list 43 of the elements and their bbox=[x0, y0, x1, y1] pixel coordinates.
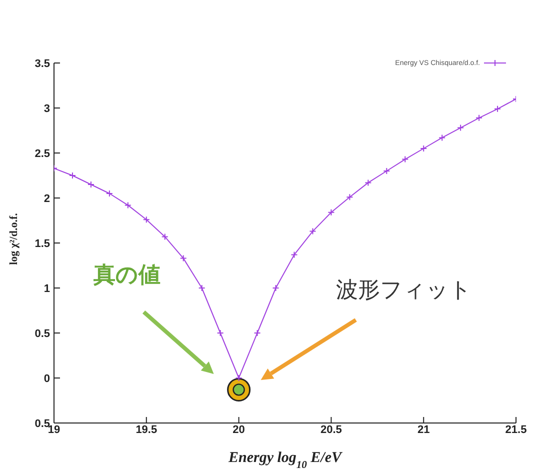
point bbox=[346, 194, 354, 201]
point bbox=[290, 251, 298, 258]
point bbox=[68, 172, 76, 179]
point bbox=[216, 330, 224, 336]
point bbox=[420, 145, 428, 152]
annotation: 真の値 bbox=[92, 262, 160, 288]
point bbox=[161, 233, 168, 240]
point bbox=[494, 105, 502, 112]
x-tick-label: 21 bbox=[417, 424, 430, 436]
point bbox=[457, 124, 464, 132]
y-tick-label: 2 bbox=[44, 192, 50, 205]
x-tick-label: 20.5 bbox=[320, 424, 342, 436]
x-tick-label: 21.5 bbox=[505, 424, 527, 436]
point bbox=[198, 284, 206, 292]
point bbox=[328, 208, 335, 216]
annotation: 波形フィット bbox=[336, 278, 472, 303]
y-tick-label: 0 bbox=[44, 372, 50, 385]
x-axis-title: Energy log$_{10}$ E/eV bbox=[227, 450, 344, 470]
point bbox=[106, 190, 113, 197]
y-tick-label: 1.5 bbox=[34, 238, 50, 250]
point bbox=[402, 156, 409, 163]
point bbox=[235, 374, 242, 382]
y-tick-label: 2.5 bbox=[34, 148, 50, 160]
point bbox=[272, 284, 280, 292]
point bbox=[227, 378, 251, 402]
y-tick-label: 3.5 bbox=[34, 58, 50, 70]
y-tick-label: 3 bbox=[44, 102, 50, 115]
point bbox=[364, 179, 372, 186]
y-tick-label: 1 bbox=[44, 282, 50, 295]
point bbox=[87, 181, 94, 188]
y-tick-label: 0.5 bbox=[34, 418, 50, 430]
point bbox=[476, 114, 483, 122]
point bbox=[438, 134, 446, 142]
x-tick-label: 19.5 bbox=[136, 424, 158, 436]
point bbox=[383, 168, 390, 174]
point bbox=[180, 254, 187, 262]
x-tick-label: 20 bbox=[232, 424, 245, 436]
y-tick-label: 0.5 bbox=[34, 328, 50, 340]
point bbox=[142, 216, 150, 224]
point bbox=[124, 202, 132, 209]
point bbox=[254, 330, 261, 336]
point bbox=[309, 228, 316, 235]
y-axis-title: log χ²/d.o.f. bbox=[8, 212, 20, 265]
